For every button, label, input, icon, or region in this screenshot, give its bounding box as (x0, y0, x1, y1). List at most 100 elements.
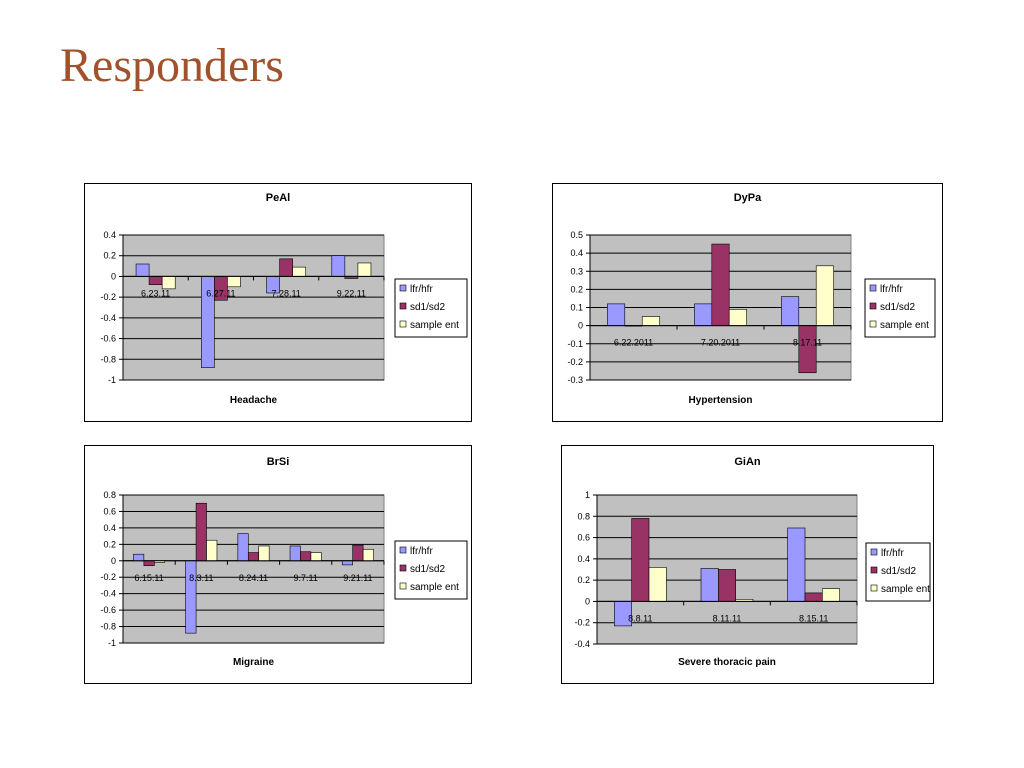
y-tick-label: -0.6 (100, 334, 116, 344)
legend-label: lfr/hfr (410, 284, 433, 295)
bar (607, 303, 626, 326)
y-tick-label: 0.5 (570, 230, 583, 240)
chart-title: BrSi (267, 456, 290, 468)
y-tick-label: -0.1 (567, 339, 583, 349)
y-tick-label: 0.2 (570, 284, 583, 294)
bar (728, 309, 747, 326)
y-tick-label: -0.8 (100, 354, 116, 364)
chart-svg: GiAn 1 0.8 0.6 0.4 0.2 0 -0.2 -0.4 8.8.11 8.11.11 8… (574, 456, 931, 668)
y-tick-label: -0.2 (100, 292, 116, 302)
bar (237, 533, 249, 562)
bar (798, 325, 817, 374)
legend-label: sd1/sd2 (880, 302, 915, 313)
y-tick-label: 0.3 (570, 266, 583, 276)
legend-swatch (870, 548, 878, 556)
y-tick-label: 0.6 (577, 533, 590, 543)
bar (289, 545, 301, 562)
bar (352, 544, 364, 562)
bar (781, 296, 800, 326)
bar (279, 258, 293, 277)
bar (161, 276, 176, 290)
legend-label: sample ent (410, 582, 459, 593)
chart-peal: PeAl 0.4 0.2 0 -0.2 -0.4 -0.6 -0.8 -1 6.23.11 6.27… (84, 183, 472, 422)
bar (331, 255, 346, 277)
chart-title: PeAl (266, 192, 290, 204)
bar (227, 276, 241, 288)
legend-swatch (399, 284, 407, 292)
legend-label: lfr/hfr (880, 284, 903, 295)
legend-label: sd1/sd2 (881, 566, 916, 577)
legend-swatch (399, 582, 407, 590)
x-axis-label: Migraine (233, 657, 275, 668)
legend-label: sample ent (880, 320, 929, 331)
y-tick-label: -0.6 (100, 605, 116, 615)
y-tick-label: 0.2 (103, 539, 116, 549)
bar (310, 552, 322, 562)
legend (864, 278, 936, 338)
y-tick-label: 0.6 (103, 506, 116, 516)
bar (135, 263, 150, 277)
y-tick-label: 0.2 (103, 251, 116, 261)
x-axis-label: Severe thoracic pain (678, 657, 776, 668)
y-tick-label: -1 (108, 638, 116, 648)
y-tick-label: -1 (108, 375, 116, 385)
bar (804, 592, 823, 602)
legend-swatch (870, 584, 878, 592)
legend (394, 278, 468, 338)
bar (641, 316, 660, 326)
x-tick-label: 8.17.11 (793, 338, 822, 348)
x-tick-label: 6.23.11 (141, 288, 170, 298)
legend-swatch (399, 320, 407, 328)
chart-brsi: BrSi 0.8 0.6 0.4 0.2 0 -0.2 -0.4 -0.6 -0.8 -1 6.15.… (84, 445, 472, 684)
legend-label: sd1/sd2 (410, 564, 445, 575)
y-tick-label: -0.4 (100, 313, 116, 323)
bar (822, 588, 840, 602)
chart-title: GiAn (734, 456, 761, 468)
bar (787, 527, 806, 602)
y-tick-label: 0 (578, 321, 583, 331)
legend-label: lfr/hfr (410, 546, 433, 557)
x-tick-label: 6.27.11 (206, 288, 235, 298)
legend-swatch (870, 566, 878, 574)
legend-label: sample ent (410, 320, 459, 331)
bar (341, 560, 353, 566)
bar (300, 551, 312, 562)
bar (133, 553, 145, 562)
y-tick-label: -0.2 (100, 572, 116, 582)
x-tick-label: 9.21.11 (343, 573, 372, 583)
x-axis-label: Hypertension (689, 395, 753, 406)
y-tick-label: -0.2 (567, 357, 583, 367)
bar (700, 568, 719, 602)
bar (258, 545, 270, 562)
y-tick-label: 0.4 (103, 230, 116, 240)
y-tick-label: 0 (585, 596, 590, 606)
bar (815, 265, 834, 326)
chart-title: DyPa (734, 192, 762, 204)
slide-title: Responders (60, 39, 284, 92)
x-tick-label: 7.20.2011 (701, 338, 740, 348)
chart-dypa: DyPa 0.5 0.4 0.3 0.2 0.1 0 -0.1 -0.2 -0.3 6.22.201… (552, 183, 943, 422)
legend-swatch (399, 302, 407, 310)
x-tick-label: 8.11.11 (713, 613, 742, 623)
bar (718, 569, 736, 602)
x-tick-label: 8.8.11 (628, 613, 652, 623)
bar (195, 502, 207, 562)
x-tick-label: 8.24.11 (239, 573, 268, 583)
bar (631, 518, 650, 602)
x-tick-label: 8.3.11 (189, 573, 213, 583)
x-tick-label: 9.7.11 (294, 573, 318, 583)
bar (711, 243, 730, 326)
legend-label: lfr/hfr (881, 548, 904, 559)
y-tick-label: 0.1 (570, 303, 583, 313)
legend-label: sd1/sd2 (410, 302, 445, 313)
y-tick-label: 0.4 (577, 554, 590, 564)
bar (648, 567, 667, 602)
y-tick-label: 0 (111, 556, 116, 566)
legend-swatch (399, 564, 407, 572)
bar (362, 548, 374, 562)
bar (694, 303, 713, 326)
y-tick-label: 0.4 (570, 248, 583, 258)
bar (185, 560, 197, 634)
plot-area (122, 494, 385, 644)
x-tick-label: 8.15.11 (799, 613, 828, 623)
